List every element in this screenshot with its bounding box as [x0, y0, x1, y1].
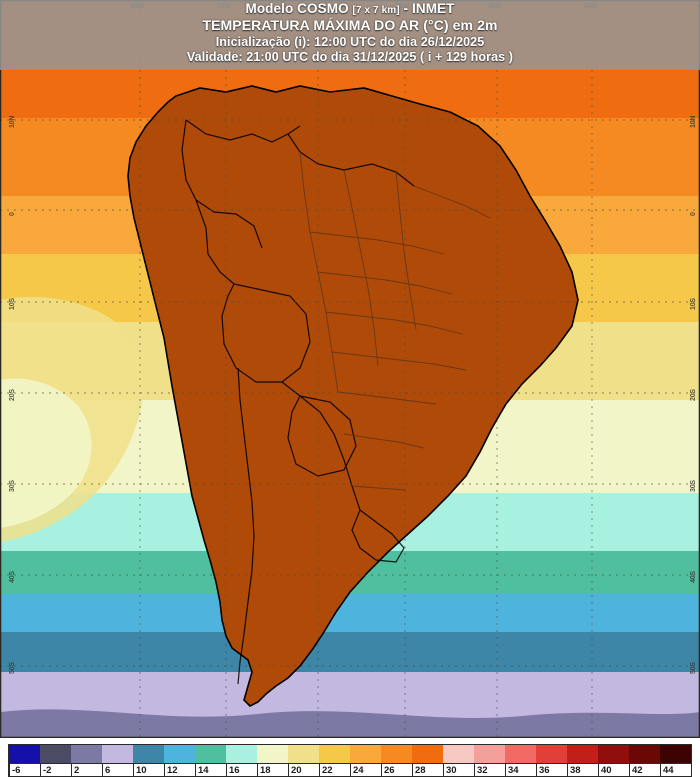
colorbar-tick-label-8: 18: [260, 765, 271, 776]
graticule-grid: [0, 0, 700, 738]
colorbar-swatch-4: [133, 745, 164, 763]
colorbar-swatch-17: [536, 745, 567, 763]
colorbar-tick-11: [350, 764, 351, 777]
colorbar-tick-16: [505, 764, 506, 777]
colorbar-swatch-3: [102, 745, 133, 763]
colorbar-swatch-5: [164, 745, 195, 763]
colorbar-tick-6: [195, 764, 196, 777]
lat-label-right-30s: 30S: [690, 480, 697, 492]
colorbar-tick-label-1: -2: [43, 765, 52, 776]
colorbar-tick-1: [40, 764, 41, 777]
colorbar-tick-21: [660, 764, 661, 777]
colorbar-swatch-2: [71, 745, 102, 763]
colorbar-swatch-16: [505, 745, 536, 763]
colorbar-tick-7: [226, 764, 227, 777]
colorbar-tick-10: [319, 764, 320, 777]
pacific-cold-tongue: [0, 296, 143, 542]
colorbar-swatches[interactable]: [8, 744, 692, 764]
colorbar-tick-label-9: 20: [291, 765, 302, 776]
colorbar-swatch-18: [567, 745, 598, 763]
colorbar-tick-13: [412, 764, 413, 777]
colorbar-tick-label-15: 32: [477, 765, 488, 776]
colorbar-tick-19: [598, 764, 599, 777]
lat-label-right-50s: 50S: [690, 662, 697, 674]
model-resolution: [7 x 7 km]: [352, 5, 400, 16]
colorbar-swatch-9: [288, 745, 319, 763]
colorbar-swatch-14: [443, 745, 474, 763]
lat-label-left-20s: 20S: [9, 389, 16, 401]
colorbar-tick-9: [288, 764, 289, 777]
colorbar-swatch-20: [629, 745, 660, 763]
colorbar-tick-14: [443, 764, 444, 777]
title-line-validity: Validade: 21:00 UTC do dia 31/12/2025 ( …: [186, 49, 514, 64]
colorbar-tick-18: [567, 764, 568, 777]
title-banner: Modelo COSMO [7 x 7 km] - INMET TEMPERAT…: [0, 0, 700, 70]
lat-label-left-0: 0: [9, 212, 16, 216]
colorbar-swatch-13: [412, 745, 443, 763]
lat-label-left-30s: 30S: [9, 480, 16, 492]
colorbar-tick-label-18: 38: [570, 765, 581, 776]
colorbar-tick-label-19: 40: [601, 765, 612, 776]
colorbar-legend: -6 -2 2 6 10 12 14 16 18 20 22 24 26 28 30 32 34 36 38 40 42…: [0, 738, 700, 777]
colorbar-tick-label-7: 16: [229, 765, 240, 776]
colorbar-tick-8: [257, 764, 258, 777]
lat-label-right-10n: 10N: [690, 115, 697, 128]
colorbar-tick-label-17: 36: [539, 765, 550, 776]
colorbar-tick-label-12: 26: [384, 765, 395, 776]
colorbar-tick-5: [164, 764, 165, 777]
colorbar-tick-12: [381, 764, 382, 777]
colorbar-swatch-12: [381, 745, 412, 763]
colorbar-tick-label-10: 22: [322, 765, 333, 776]
colorbar-swatch-6: [195, 745, 226, 763]
colorbar-swatch-19: [598, 745, 629, 763]
map-canvas: [0, 0, 700, 738]
lat-label-right-20s: 20S: [690, 389, 697, 401]
colorbar-tick-label-0: -6: [12, 765, 21, 776]
colorbar-tick-17: [536, 764, 537, 777]
colorbar-swatch-10: [319, 745, 350, 763]
colorbar-tick-2: [71, 764, 72, 777]
colorbar-swatch-1: [40, 745, 71, 763]
colorbar-swatch-15: [474, 745, 505, 763]
map-layers: [0, 0, 700, 738]
colorbar-tick-label-14: 30: [446, 765, 457, 776]
colorbar-tick-0: [9, 764, 10, 777]
colorbar-tick-3: [102, 764, 103, 777]
colorbar-swatch-0: [9, 745, 40, 763]
colorbar-swatch-8: [257, 745, 288, 763]
lat-label-left-10n: 10N: [9, 115, 16, 128]
colorbar-tick-15: [474, 764, 475, 777]
colorbar-tick-label-11: 24: [353, 765, 364, 776]
title-line-variable: TEMPERATURA MÁXIMA DO AR (°C) em 2m: [202, 17, 498, 34]
title-line-initialization: Inicialização (i): 12:00 UTC do dia 26/1…: [215, 34, 485, 49]
colorbar-tick-label-4: 10: [136, 765, 147, 776]
lat-label-left-40s: 40S: [9, 571, 16, 583]
lat-label-right-0: 0: [690, 212, 697, 216]
lat-label-left-10s: 10S: [9, 298, 16, 310]
lat-label-left-50s: 50S: [9, 662, 16, 674]
country-borders: [181, 119, 491, 685]
colorbar-tick-20: [629, 764, 630, 777]
colorbar-tick-label-2: 2: [74, 765, 80, 776]
colorbar-tick-label-20: 42: [632, 765, 643, 776]
colorbar-swatch-7: [226, 745, 257, 763]
lat-label-right-10s: 10S: [690, 298, 697, 310]
colorbar-tick-label-16: 34: [508, 765, 519, 776]
colorbar-tick-label-6: 14: [198, 765, 209, 776]
title-line-model: Modelo COSMO [7 x 7 km] - INMET: [245, 1, 454, 17]
colorbar-tick-4: [133, 764, 134, 777]
colorbar-tick-label-5: 12: [167, 765, 178, 776]
temperature-map[interactable]: 80W 70W 60W 50W 40W 30W 10N 0 10S 20S 30…: [0, 0, 700, 738]
lat-label-right-40s: 40S: [690, 571, 697, 583]
colorbar-tick-label-3: 6: [105, 765, 111, 776]
colorbar-tick-label-21: 44: [663, 765, 674, 776]
model-name: Modelo COSMO: [245, 1, 349, 16]
colorbar-swatch-21: [660, 745, 691, 763]
colorbar-swatch-11: [350, 745, 381, 763]
colorbar-tick-labels: -6 -2 2 6 10 12 14 16 18 20 22 24 26 28 30 32 34 36 38 40 42…: [8, 764, 692, 777]
colorbar-tick-label-13: 28: [415, 765, 426, 776]
institute-name: - INMET: [403, 1, 455, 16]
